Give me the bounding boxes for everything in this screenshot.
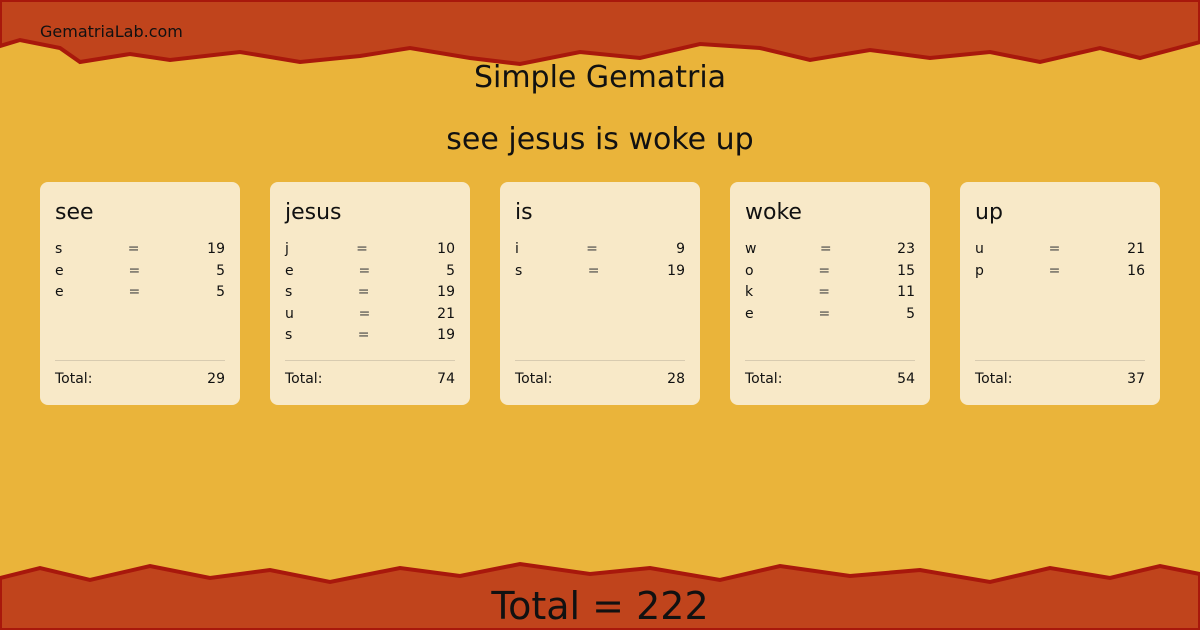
- equals: =: [586, 241, 598, 257]
- letter-value: 5: [906, 305, 915, 322]
- letter-row: k = 11: [745, 282, 915, 304]
- letter-value: 19: [667, 262, 685, 279]
- letter-value: 15: [897, 262, 915, 279]
- card-total: Total: 28: [515, 360, 685, 387]
- letter: s: [55, 241, 63, 257]
- letter: s: [515, 262, 523, 279]
- letter-value: 10: [437, 241, 455, 257]
- page-title: Simple Gematria: [473, 60, 727, 95]
- total-value: 28: [667, 371, 685, 387]
- equals: =: [358, 262, 371, 279]
- top-banner: [0, 0, 1200, 90]
- letter: u: [975, 241, 984, 257]
- word-card: up u = 21 p = 16 Total: 37: [960, 182, 1160, 405]
- letter: e: [55, 284, 64, 300]
- letter: j: [285, 241, 289, 257]
- card-word: up: [975, 200, 1003, 225]
- card-total: Total: 54: [745, 360, 915, 387]
- letter-value: 21: [1127, 241, 1145, 257]
- total-value: 74: [437, 371, 455, 387]
- letter: o: [745, 262, 754, 279]
- equals: =: [127, 241, 140, 257]
- letter-row: e = 5: [745, 304, 915, 326]
- equals: =: [587, 262, 600, 279]
- equals: =: [356, 241, 368, 257]
- card-total: Total: 29: [55, 360, 225, 387]
- letter: s: [285, 284, 293, 300]
- letter: k: [745, 284, 754, 300]
- total-label: Total:: [285, 371, 323, 387]
- word-card: see s = 19 e = 5 e = 5 Total: 29: [40, 182, 240, 405]
- letter-row: j = 10: [285, 239, 455, 261]
- site-logo[interactable]: GematriaLab.com: [40, 22, 183, 41]
- equals: =: [1048, 262, 1061, 279]
- total-label: Total:: [975, 371, 1013, 387]
- letter-value: 19: [437, 327, 455, 343]
- total-value: 54: [897, 371, 915, 387]
- equals: =: [818, 262, 831, 279]
- equals: =: [818, 305, 831, 322]
- equals: =: [128, 262, 141, 279]
- equals: =: [1048, 241, 1061, 257]
- total-value: 29: [207, 371, 225, 387]
- letter-value: 19: [207, 241, 225, 257]
- grand-total: Total = 222: [491, 584, 709, 628]
- total-label: Total:: [515, 371, 553, 387]
- letter-row: w = 23: [745, 239, 915, 261]
- equals: =: [818, 284, 830, 300]
- letter-value: 5: [446, 262, 455, 279]
- total-label: Total:: [55, 371, 93, 387]
- phrase: see jesus is woke up: [446, 122, 754, 157]
- letter: e: [55, 262, 64, 279]
- letter-row: e = 5: [285, 261, 455, 283]
- card-word: is: [515, 200, 533, 225]
- letter-row: s = 19: [285, 325, 455, 347]
- card-word: see: [55, 200, 94, 225]
- letter: i: [515, 241, 519, 257]
- equals: =: [819, 241, 832, 257]
- equals: =: [357, 327, 370, 343]
- letter-value: 9: [676, 241, 685, 257]
- letter-value: 11: [897, 284, 915, 300]
- total-value: 37: [1127, 371, 1145, 387]
- letter-row: e = 5: [55, 282, 225, 304]
- letter-value: 19: [437, 284, 455, 300]
- letter: e: [745, 305, 754, 322]
- letter: u: [285, 305, 294, 322]
- letter: e: [285, 262, 294, 279]
- letter-row: p = 16: [975, 261, 1145, 283]
- word-cards: see s = 19 e = 5 e = 5 Total: 29 jesus j = 10 e = 5 s = 19 u = 2…: [40, 182, 1160, 405]
- total-label: Total:: [745, 371, 783, 387]
- letter-value: 21: [437, 305, 455, 322]
- letter-row: u = 21: [285, 304, 455, 326]
- letter-value: 16: [1127, 262, 1145, 279]
- equals: =: [128, 284, 141, 300]
- letter: w: [745, 241, 757, 257]
- letter: p: [975, 262, 984, 279]
- letter-row: i = 9: [515, 239, 685, 261]
- card-total: Total: 74: [285, 360, 455, 387]
- letter-row: s = 19: [515, 261, 685, 283]
- bottom-banner: [0, 560, 1200, 630]
- letter-row: s = 19: [285, 282, 455, 304]
- letter-value: 23: [897, 241, 915, 257]
- letter: s: [285, 327, 293, 343]
- letter-value: 5: [216, 262, 225, 279]
- card-total: Total: 37: [975, 360, 1145, 387]
- letter-value: 5: [216, 284, 225, 300]
- word-card: jesus j = 10 e = 5 s = 19 u = 21 s = 19 Total: 74: [270, 182, 470, 405]
- letter-row: s = 19: [55, 239, 225, 261]
- letter-row: o = 15: [745, 261, 915, 283]
- card-word: woke: [745, 200, 802, 225]
- word-card: woke w = 23 o = 15 k = 11 e = 5 Total: 54: [730, 182, 930, 405]
- equals: =: [357, 284, 370, 300]
- word-card: is i = 9 s = 19 Total: 28: [500, 182, 700, 405]
- letter-row: e = 5: [55, 261, 225, 283]
- equals: =: [358, 305, 371, 322]
- letter-row: u = 21: [975, 239, 1145, 261]
- card-word: jesus: [285, 200, 342, 225]
